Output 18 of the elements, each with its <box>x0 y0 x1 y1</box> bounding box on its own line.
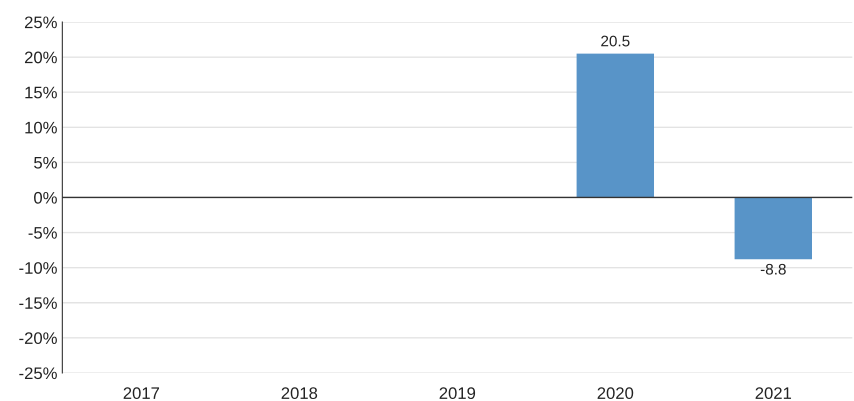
y-tick-label: -10% <box>19 262 57 274</box>
y-tick-label: 5% <box>34 156 57 169</box>
y-tick-label: 0% <box>34 192 57 204</box>
x-tick-label: 2021 <box>756 387 792 400</box>
y-tick-label: -20% <box>19 332 57 344</box>
data-label: -8.8 <box>760 264 786 275</box>
y-tick-label: 15% <box>25 86 57 98</box>
x-tick-label: 2017 <box>124 387 160 400</box>
y-tick-label: -5% <box>28 227 57 239</box>
x-tick-label: 2020 <box>598 387 634 400</box>
y-tick-label: -15% <box>19 297 57 309</box>
x-tick-label: 2019 <box>440 387 476 400</box>
y-tick-label: 10% <box>25 122 57 134</box>
y-tick-label: -25% <box>19 367 57 380</box>
y-tick-label: 25% <box>24 16 57 28</box>
y-tick-label: 20% <box>24 52 57 64</box>
x-tick-label: 2018 <box>282 387 318 400</box>
data-label: 20.5 <box>601 36 630 46</box>
